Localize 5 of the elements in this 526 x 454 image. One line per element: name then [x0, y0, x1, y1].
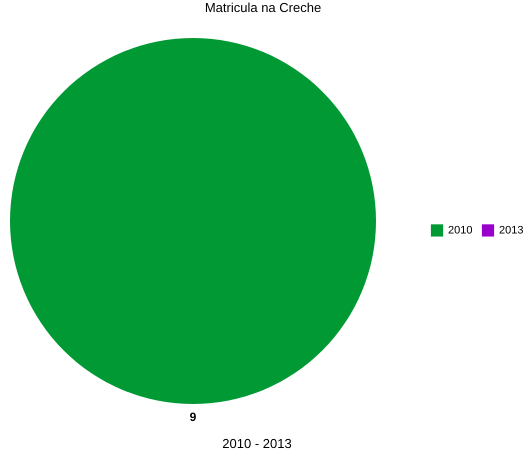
text: 2010 - 2013 [222, 436, 292, 451]
legend-label: 2010 [448, 224, 472, 236]
data-label: 9 [190, 410, 197, 424]
chart-title: Matricula na Creche [204, 0, 322, 15]
legend-label: 2013 [499, 224, 524, 236]
